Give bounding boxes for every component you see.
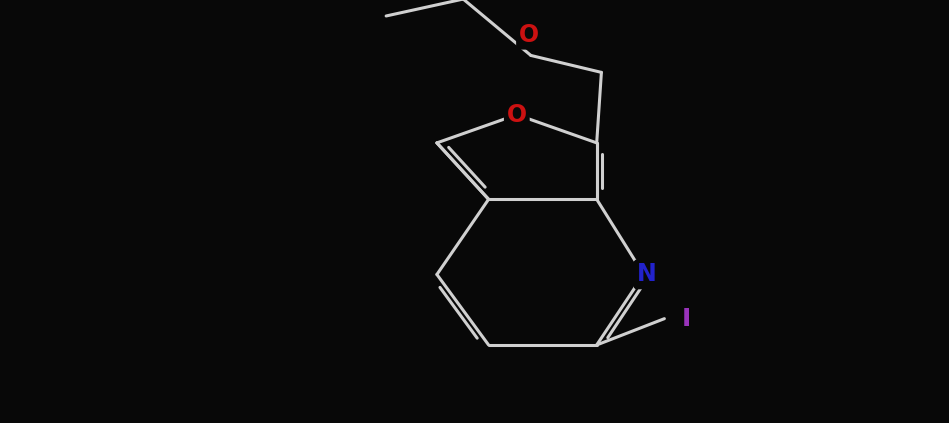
Text: I: I: [681, 307, 691, 331]
Text: O: O: [507, 103, 527, 126]
Text: N: N: [637, 263, 657, 286]
Text: O: O: [519, 23, 539, 47]
